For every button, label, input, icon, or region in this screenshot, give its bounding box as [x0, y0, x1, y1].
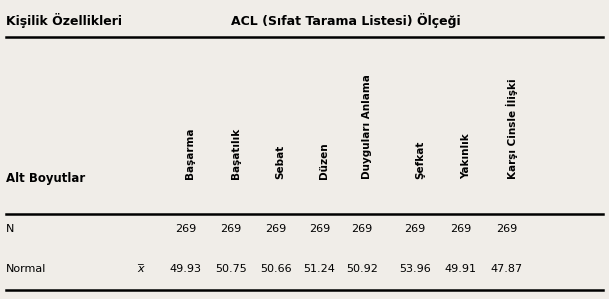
Text: 269: 269 [450, 224, 471, 234]
Text: 269: 269 [220, 224, 242, 234]
Text: Yakınlık: Yakınlık [460, 134, 471, 179]
Text: 53.96: 53.96 [399, 264, 431, 274]
Text: 269: 269 [265, 224, 286, 234]
Text: Normal: Normal [6, 264, 46, 274]
Text: Kişilik Özellikleri: Kişilik Özellikleri [6, 13, 122, 28]
Text: x̅: x̅ [137, 264, 144, 274]
Text: 49.93: 49.93 [169, 264, 202, 274]
Text: Başatılık: Başatılık [231, 128, 241, 179]
Text: Başarma: Başarma [185, 128, 195, 179]
Text: 269: 269 [404, 224, 426, 234]
Text: 51.24: 51.24 [303, 264, 336, 274]
Text: Duyguları Anlama: Duyguları Anlama [362, 74, 372, 179]
Text: 47.87: 47.87 [490, 264, 523, 274]
Text: Şefkat: Şefkat [415, 141, 425, 179]
Text: Düzen: Düzen [319, 143, 329, 179]
Text: 269: 269 [175, 224, 196, 234]
Text: ACL (Sıfat Tarama Listesi) Ölçeği: ACL (Sıfat Tarama Listesi) Ölçeği [231, 13, 461, 28]
Text: 269: 269 [309, 224, 330, 234]
Text: Karşı Cinsle İlişki: Karşı Cinsle İlişki [507, 79, 518, 179]
Text: 49.91: 49.91 [445, 264, 477, 274]
Text: 50.75: 50.75 [215, 264, 247, 274]
Text: Alt Boyutlar: Alt Boyutlar [6, 173, 85, 185]
Text: 50.66: 50.66 [260, 264, 291, 274]
Text: N: N [6, 224, 15, 234]
Text: 269: 269 [496, 224, 517, 234]
Text: 269: 269 [351, 224, 373, 234]
Text: 50.92: 50.92 [346, 264, 378, 274]
Text: Sebat: Sebat [275, 145, 286, 179]
